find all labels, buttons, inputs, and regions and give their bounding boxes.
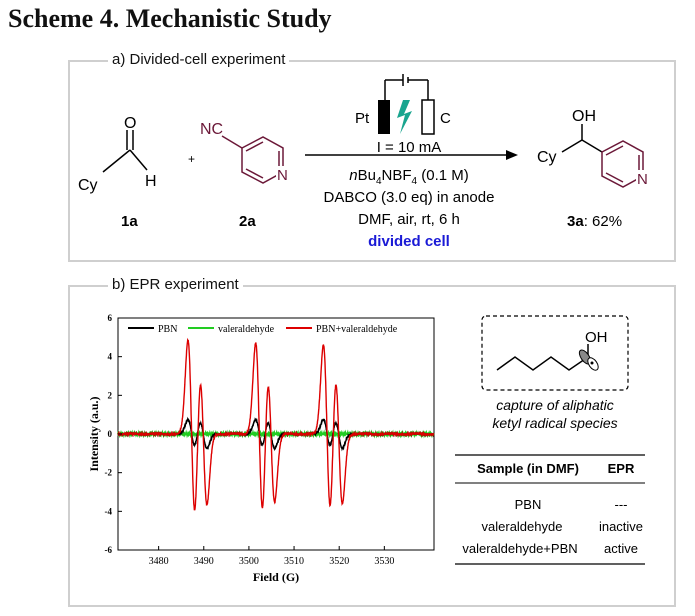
x-tick-label: 3510 xyxy=(284,556,304,567)
current-condition: I = 10 mA xyxy=(377,139,442,156)
radical-oh: OH xyxy=(585,329,608,346)
electrolyte-condition: nBu4NBF4 (0.1 M) xyxy=(349,167,469,187)
y-tick-label: 4 xyxy=(108,352,113,362)
x-axis-label: Field (G) xyxy=(253,570,299,584)
solvent-condition: DMF, air, rt, 6 h xyxy=(358,211,460,228)
epr-results-table: Sample (in DMF) EPR PBN --- valeraldehyd… xyxy=(455,454,645,565)
compound-id-2a: 2a xyxy=(239,213,256,230)
table-cell: valeraldehyde xyxy=(482,519,563,534)
product-cy: Cy xyxy=(537,149,557,166)
table-header-sample: Sample (in DMF) xyxy=(477,461,579,476)
radical-caption-2: ketyl radical species xyxy=(492,415,617,431)
electrode-setup-icon xyxy=(378,74,435,135)
electrode-pt-label: Pt xyxy=(355,110,370,127)
series-line-pbn-valeraldehyde xyxy=(117,337,435,511)
product-yield: 3a: 62% xyxy=(567,213,622,230)
table-cell: inactive xyxy=(599,519,643,534)
o-atom: O xyxy=(124,115,136,132)
panel-b-label: b) EPR experiment xyxy=(108,276,243,293)
x-tick-label: 3530 xyxy=(374,556,394,567)
cy-label: Cy xyxy=(78,177,98,194)
h-atom: H xyxy=(145,173,157,190)
table-cell: active xyxy=(604,541,638,556)
x-tick-label: 3480 xyxy=(149,556,169,567)
electrode-c-label: C xyxy=(440,110,451,127)
table-cell: PBN xyxy=(515,497,542,512)
y-tick-label: 0 xyxy=(108,429,113,439)
scheme-title: Scheme 4. Mechanistic Study xyxy=(8,4,332,33)
y-axis-label: Intensity (a.u.) xyxy=(87,396,101,471)
compound-id-1a: 1a xyxy=(121,213,138,230)
plus-sign: + xyxy=(188,152,195,166)
panel-epr: b) EPR experiment xyxy=(68,276,676,607)
y-tick-label: 2 xyxy=(108,390,113,400)
radical-caption-1: capture of aliphatic xyxy=(496,397,614,413)
table-cell: --- xyxy=(615,497,628,512)
product-n-atom: N xyxy=(637,171,648,188)
legend-valeraldehyde: valeraldehyde xyxy=(218,324,275,335)
table-header-epr: EPR xyxy=(608,461,635,476)
pt-electrode xyxy=(378,100,390,134)
n-atom-bg xyxy=(276,166,290,181)
epr-series-group xyxy=(117,337,435,511)
product-oh: OH xyxy=(572,108,596,125)
y-tick-label: 6 xyxy=(108,313,113,323)
radical-structure-box xyxy=(481,315,629,391)
pyridine-n-atom: N xyxy=(277,167,288,184)
x-tick-label: 3500 xyxy=(239,556,259,567)
nc-group: NC xyxy=(200,121,223,138)
lightning-icon xyxy=(397,100,412,134)
table-cell: valeraldehyde+PBN xyxy=(462,541,577,556)
y-tick-label: -4 xyxy=(105,506,113,516)
panel-a-label: a) Divided-cell experiment xyxy=(108,51,290,68)
y-tick-label: -6 xyxy=(105,545,113,555)
reaction-arrow xyxy=(305,150,518,160)
legend-pbn: PBN xyxy=(158,324,177,335)
divided-cell-label: divided cell xyxy=(368,233,450,250)
carbon-electrode xyxy=(421,99,435,135)
base-condition: DABCO (3.0 eq) in anode xyxy=(324,189,495,206)
legend-pbn-valeraldehyde: PBN+valeraldehyde xyxy=(316,324,398,335)
product-n-bg xyxy=(636,170,650,185)
x-tick-label: 3520 xyxy=(329,556,349,567)
ketyl-radical-structure xyxy=(496,344,599,371)
y-tick-label: -2 xyxy=(105,468,113,478)
reactant-1a: O Cy H 1a xyxy=(78,115,157,230)
panel-divided-cell: a) Divided-cell experiment xyxy=(68,51,676,262)
x-tick-label: 3490 xyxy=(194,556,214,567)
epr-ticks-group: 3480 3490 3500 3510 3520 3530 6 4 2 0 -2 -4 -6 xyxy=(105,313,395,567)
legend: PBN valeraldehyde PBN+valeraldehyde xyxy=(128,324,398,335)
